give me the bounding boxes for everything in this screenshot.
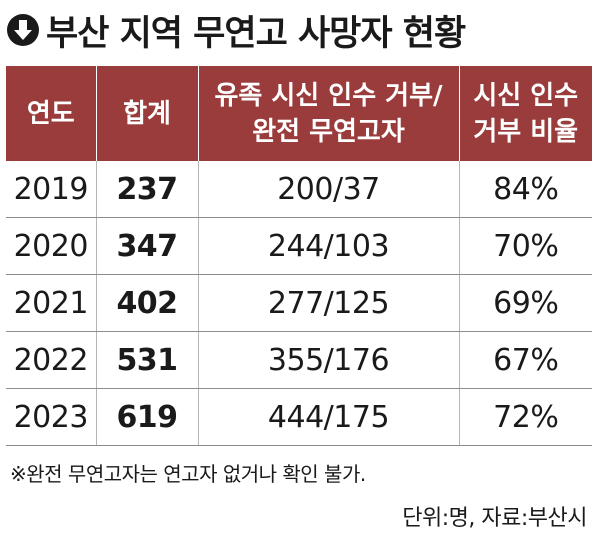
header-split: 유족 시신 인수 거부/ 완전 무연고자 [197, 66, 459, 161]
header-rate-label-line1: 시신 인수 [473, 80, 579, 111]
header-rate-label-line2: 거부 비율 [473, 116, 579, 147]
table-row: 2020 347 244/103 70% [6, 217, 592, 275]
cell-total: 531 [95, 331, 198, 389]
chart-title: 부산 지역 무연고 사망자 현황 [6, 4, 466, 56]
cell-rate: 69% [458, 274, 592, 332]
header-split-label-line1: 유족 시신 인수 거부/ [214, 80, 443, 111]
table-row: 2019 237 200/37 84% [6, 161, 592, 218]
header-year: 연도 [6, 66, 96, 161]
down-arrow-circle-icon [7, 14, 39, 46]
table-body: 2019 237 200/37 84% 2020 347 244/103 70%… [6, 161, 592, 446]
header-total: 합계 [95, 66, 198, 161]
header-split-label-line2: 완전 무연고자 [252, 116, 405, 147]
cell-rate: 67% [458, 331, 592, 389]
cell-total: 619 [95, 388, 198, 446]
cell-split: 244/103 [197, 217, 459, 275]
cell-split: 444/175 [197, 388, 459, 446]
table-row: 2023 619 444/175 72% [6, 388, 592, 446]
death-stats-table: 연도 합계 유족 시신 인수 거부/ 완전 무연고자 시신 인수 거부 비율 2… [6, 66, 592, 446]
header-total-label: 합계 [123, 98, 171, 129]
cell-year: 2023 [6, 388, 96, 446]
header-year-label: 연도 [26, 98, 75, 129]
cell-year: 2022 [6, 331, 96, 389]
cell-split: 200/37 [197, 161, 459, 218]
footnote: ※완전 무연고자는 연고자 없거나 확인 불가. [10, 462, 366, 486]
source-line: 단위:명, 자료:부산시 [402, 506, 587, 531]
cell-year: 2021 [6, 274, 96, 332]
cell-total: 402 [95, 274, 198, 332]
cell-year: 2019 [6, 161, 96, 218]
title-text: 부산 지역 무연고 사망자 현황 [46, 13, 466, 54]
cell-rate: 84% [458, 161, 592, 218]
cell-split: 355/176 [197, 331, 459, 389]
cell-total: 237 [95, 161, 198, 218]
cell-rate: 72% [458, 388, 592, 446]
cell-year: 2020 [6, 217, 96, 275]
cell-split: 277/125 [197, 274, 459, 332]
header-rate: 시신 인수 거부 비율 [458, 66, 592, 161]
table-header: 연도 합계 유족 시신 인수 거부/ 완전 무연고자 시신 인수 거부 비율 [6, 66, 592, 161]
table-row: 2021 402 277/125 69% [6, 274, 592, 332]
cell-rate: 70% [458, 217, 592, 275]
cell-total: 347 [95, 217, 198, 275]
header-row: 연도 합계 유족 시신 인수 거부/ 완전 무연고자 시신 인수 거부 비율 [6, 66, 592, 161]
table-row: 2022 531 355/176 67% [6, 331, 592, 389]
